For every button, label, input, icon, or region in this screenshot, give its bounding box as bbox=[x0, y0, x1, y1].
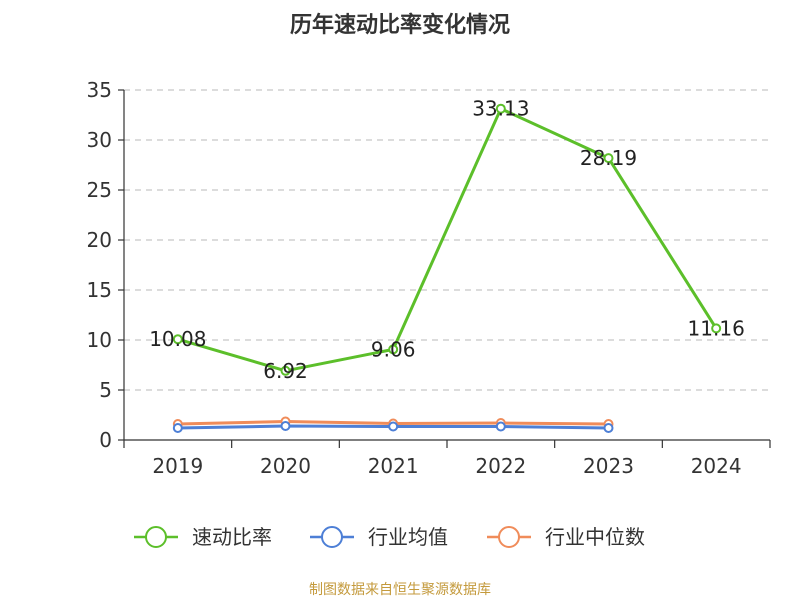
data-label: 10.08 bbox=[149, 327, 206, 351]
data-point bbox=[603, 153, 614, 164]
data-point bbox=[172, 423, 183, 433]
data-labels: 10.08 6.92 9.06 33.13 28.19 11.16 bbox=[149, 97, 745, 383]
chart-title: 历年速动比率变化情况 bbox=[290, 12, 510, 38]
legend-label[interactable]: 速动比率 bbox=[192, 525, 272, 549]
y-tick-label: 15 bbox=[87, 278, 112, 302]
data-point bbox=[603, 423, 614, 433]
y-tick-label: 5 bbox=[99, 378, 112, 402]
data-point bbox=[711, 323, 722, 334]
data-point bbox=[388, 344, 399, 355]
data-label: 28.19 bbox=[580, 146, 637, 170]
series-line bbox=[177, 107, 718, 373]
data-point bbox=[495, 103, 506, 114]
data-label: 9.06 bbox=[371, 337, 416, 361]
data-label: 6.92 bbox=[263, 359, 308, 383]
data-point bbox=[388, 421, 399, 432]
y-tick-label: 0 bbox=[99, 428, 112, 452]
legend-marker[interactable] bbox=[321, 526, 343, 548]
series-group bbox=[172, 103, 722, 433]
legend-label[interactable]: 行业中位数 bbox=[545, 525, 645, 549]
legend-marker[interactable] bbox=[498, 526, 520, 548]
data-label: 33.13 bbox=[472, 97, 529, 121]
grid bbox=[124, 89, 770, 391]
y-tick-label: 10 bbox=[87, 328, 112, 352]
legend-marker[interactable] bbox=[145, 526, 167, 548]
legend[interactable]: 速动比率 行业均值 行业中位数 bbox=[134, 525, 645, 549]
y-tick-label: 25 bbox=[87, 178, 112, 202]
data-point bbox=[172, 334, 183, 345]
y-tick-label: 30 bbox=[87, 128, 112, 152]
x-tick-label: 2023 bbox=[583, 454, 634, 478]
x-tick-label: 2019 bbox=[152, 454, 203, 478]
y-tick-label: 20 bbox=[87, 228, 112, 252]
x-tick-label: 2021 bbox=[368, 454, 419, 478]
x-tick-label: 2020 bbox=[260, 454, 311, 478]
source-note: 制图数据来自恒生聚源数据库 bbox=[309, 582, 491, 598]
x-tick-label: 2024 bbox=[691, 454, 742, 478]
data-point bbox=[280, 421, 291, 431]
data-label: 11.16 bbox=[688, 316, 745, 340]
legend-label[interactable]: 行业均值 bbox=[368, 525, 448, 549]
x-tick-label: 2022 bbox=[475, 454, 526, 478]
y-tick-label: 35 bbox=[87, 78, 112, 102]
data-point bbox=[495, 421, 506, 432]
data-point bbox=[280, 365, 291, 376]
axes: 0 5 10 15 20 25 30 35 2019 2020 2021 2022 2023 2024 bbox=[87, 78, 771, 478]
